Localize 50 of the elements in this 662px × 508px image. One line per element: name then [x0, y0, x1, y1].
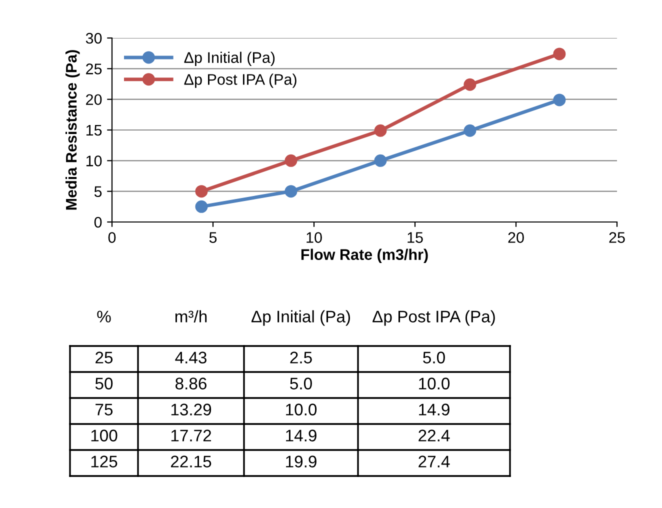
point: [195, 200, 208, 213]
point: [464, 78, 476, 91]
text: 8.86: [176, 378, 206, 390]
y-axis-title: Media Resistance (Pa): [65, 50, 80, 210]
text: 5.0: [290, 378, 312, 390]
point: [374, 124, 387, 137]
point: [553, 94, 566, 106]
text: Δp Post IPA (Pa): [372, 310, 495, 326]
text: 13.29: [171, 404, 212, 416]
legend-label: Δp Initial (Pa): [184, 52, 275, 66]
y-tick-label: 5: [94, 186, 102, 198]
point: [464, 124, 476, 137]
point: [284, 154, 298, 167]
x-tick-label: 5: [209, 232, 217, 243]
text: 2.5: [290, 352, 312, 364]
y-tick-label: 15: [86, 125, 102, 136]
text: 22.15: [170, 456, 212, 468]
y-tick-label: 0: [94, 216, 102, 228]
y-tick-label: 30: [86, 32, 102, 44]
text: 100: [91, 430, 118, 442]
text: 5.0: [423, 352, 445, 364]
text: 14.9: [286, 430, 316, 442]
text: %: [97, 310, 111, 322]
text: 10.0: [286, 404, 317, 416]
point: [374, 154, 387, 167]
text: 10.0: [419, 378, 450, 390]
text: Δp Initial (Pa): [251, 310, 350, 326]
x-tick-label: 25: [609, 232, 625, 243]
legend-label: Δp Post IPA (Pa): [184, 74, 296, 88]
y-tick-label: 25: [86, 64, 102, 74]
text: m³/h: [175, 310, 207, 322]
text: 75: [96, 404, 113, 416]
text: 14.9: [419, 404, 450, 416]
text: 125: [91, 456, 118, 468]
point: [284, 185, 298, 198]
y-tick-label: 10: [86, 156, 102, 166]
text: 27.4: [418, 456, 450, 468]
y-tick-label: 20: [86, 94, 102, 106]
x-tick-label: 15: [408, 232, 423, 243]
x-tick-label: 10: [306, 232, 322, 243]
point: [553, 48, 566, 60]
x-axis-title: Flow Rate (m3/hr): [301, 248, 428, 263]
x-tick-label: 20: [508, 232, 524, 243]
text: 50: [95, 378, 113, 390]
text: 19.9: [286, 456, 316, 468]
point: [195, 185, 208, 198]
x-tick-label: 0: [108, 232, 116, 243]
text: 17.72: [171, 430, 212, 442]
text: 4.43: [175, 352, 206, 364]
text: 22.4: [418, 430, 450, 442]
